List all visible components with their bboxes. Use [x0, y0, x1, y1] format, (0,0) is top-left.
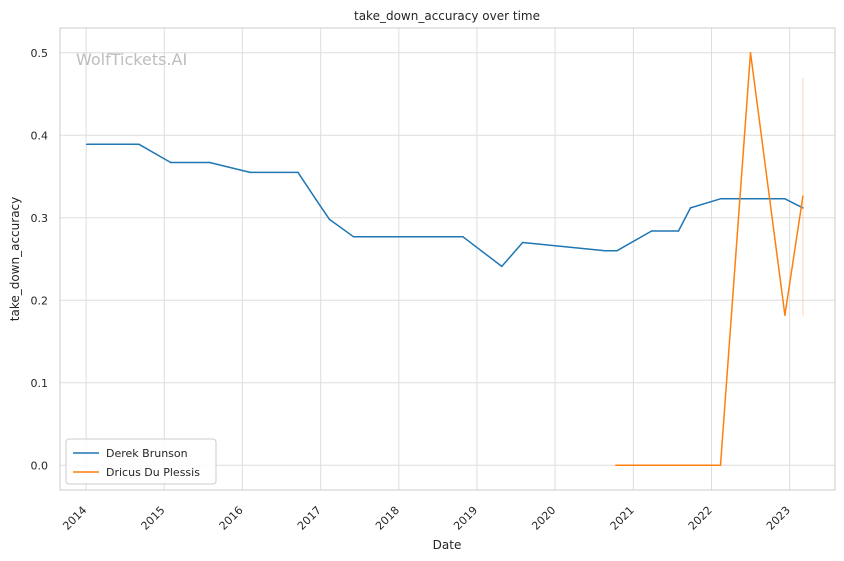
legend: Derek Brunson Dricus Du Plessis	[65, 438, 217, 485]
data-point-derek-brunson	[169, 161, 172, 164]
y-tick-labels: 0.0 0.1 0.2 0.3 0.4 0.5	[31, 47, 49, 473]
data-point-derek-brunson	[501, 265, 503, 268]
y-tick-label: 0.5	[31, 47, 49, 60]
data-point-dricus-du-plessis	[749, 52, 752, 54]
data-point-derek-brunson	[719, 198, 722, 200]
y-axis-label: take_down_accuracy	[8, 197, 22, 321]
series-line-derek-brunson	[86, 143, 804, 268]
data-point-dricus-du-plessis	[802, 195, 804, 198]
data-point-derek-brunson	[521, 241, 524, 244]
y-tick-label: 0.3	[31, 212, 49, 225]
data-point-derek-brunson	[616, 250, 618, 252]
y-tick-label: 0.0	[31, 459, 49, 472]
legend-label-derek-brunson: Derek Brunson	[106, 447, 188, 460]
watermark: WolfTickets.AI	[76, 50, 187, 69]
data-point-derek-brunson	[689, 207, 692, 209]
data-point-derek-brunson	[352, 235, 355, 238]
data-point-derek-brunson	[249, 171, 251, 174]
legend-box	[65, 438, 217, 485]
data-point-derek-brunson	[208, 161, 211, 164]
data-point-dricus-du-plessis	[784, 314, 786, 316]
data-point-derek-brunson	[677, 230, 680, 232]
legend-label-dricus-du-plessis: Dricus Du Plessis	[106, 466, 200, 479]
data-point-derek-brunson	[604, 250, 606, 252]
data-point-derek-brunson	[462, 235, 464, 238]
y-tick-label: 0.4	[31, 129, 49, 142]
data-point-derek-brunson	[315, 198, 317, 201]
data-point-dricus-du-plessis	[719, 464, 722, 466]
data-point-dricus-du-plessis	[615, 464, 617, 466]
data-point-derek-brunson	[802, 207, 804, 209]
plot-frame	[59, 27, 836, 491]
data-point-derek-brunson	[86, 143, 88, 146]
y-tick-label: 0.1	[31, 377, 49, 390]
data-point-derek-brunson	[784, 198, 786, 200]
data-point-derek-brunson	[650, 230, 653, 232]
data-point-derek-brunson	[328, 218, 331, 221]
chart-title: take_down_accuracy over time	[354, 9, 540, 23]
data-point-derek-brunson	[297, 171, 299, 174]
x-axis-label: Date	[433, 538, 462, 552]
y-tick-label: 0.2	[31, 294, 49, 307]
data-point-derek-brunson	[138, 143, 140, 146]
series-layer	[86, 52, 804, 467]
